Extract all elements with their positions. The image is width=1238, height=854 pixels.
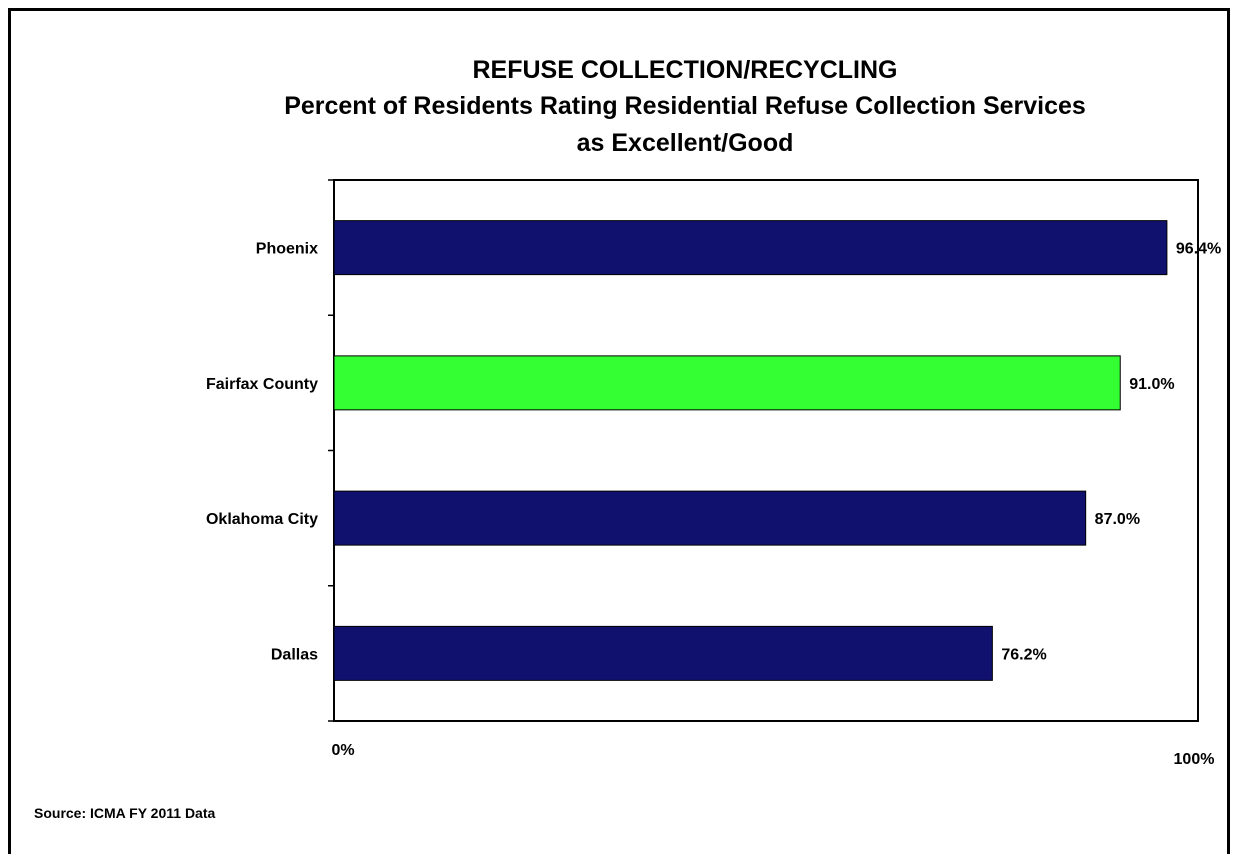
bar-phoenix [333,220,1168,276]
data-label: 76.2% [1001,646,1046,663]
category-label: Dallas [271,646,318,663]
category-label: Fairfax County [206,376,318,393]
bar-fairfax-county [333,355,1121,411]
x-tick-label: 100% [1174,751,1215,768]
chart-subtitle-line-1: Percent of Residents Rating Residential … [284,92,1086,120]
bar-oklahoma-city [333,490,1087,546]
source-note: Source: ICMA FY 2011 Data [34,805,216,821]
chart-frame [8,8,1230,854]
data-label: 91.0% [1129,376,1174,393]
x-tick-label: 0% [331,742,354,759]
chart-subtitle-line-2: as Excellent/Good [576,129,794,157]
bar-dallas [333,625,993,681]
chart-title: REFUSE COLLECTION/RECYCLING [472,56,898,84]
data-label: 96.4% [1176,241,1221,258]
data-label: 87.0% [1095,511,1140,528]
category-label: Oklahoma City [206,511,318,528]
category-label: Phoenix [256,241,318,258]
